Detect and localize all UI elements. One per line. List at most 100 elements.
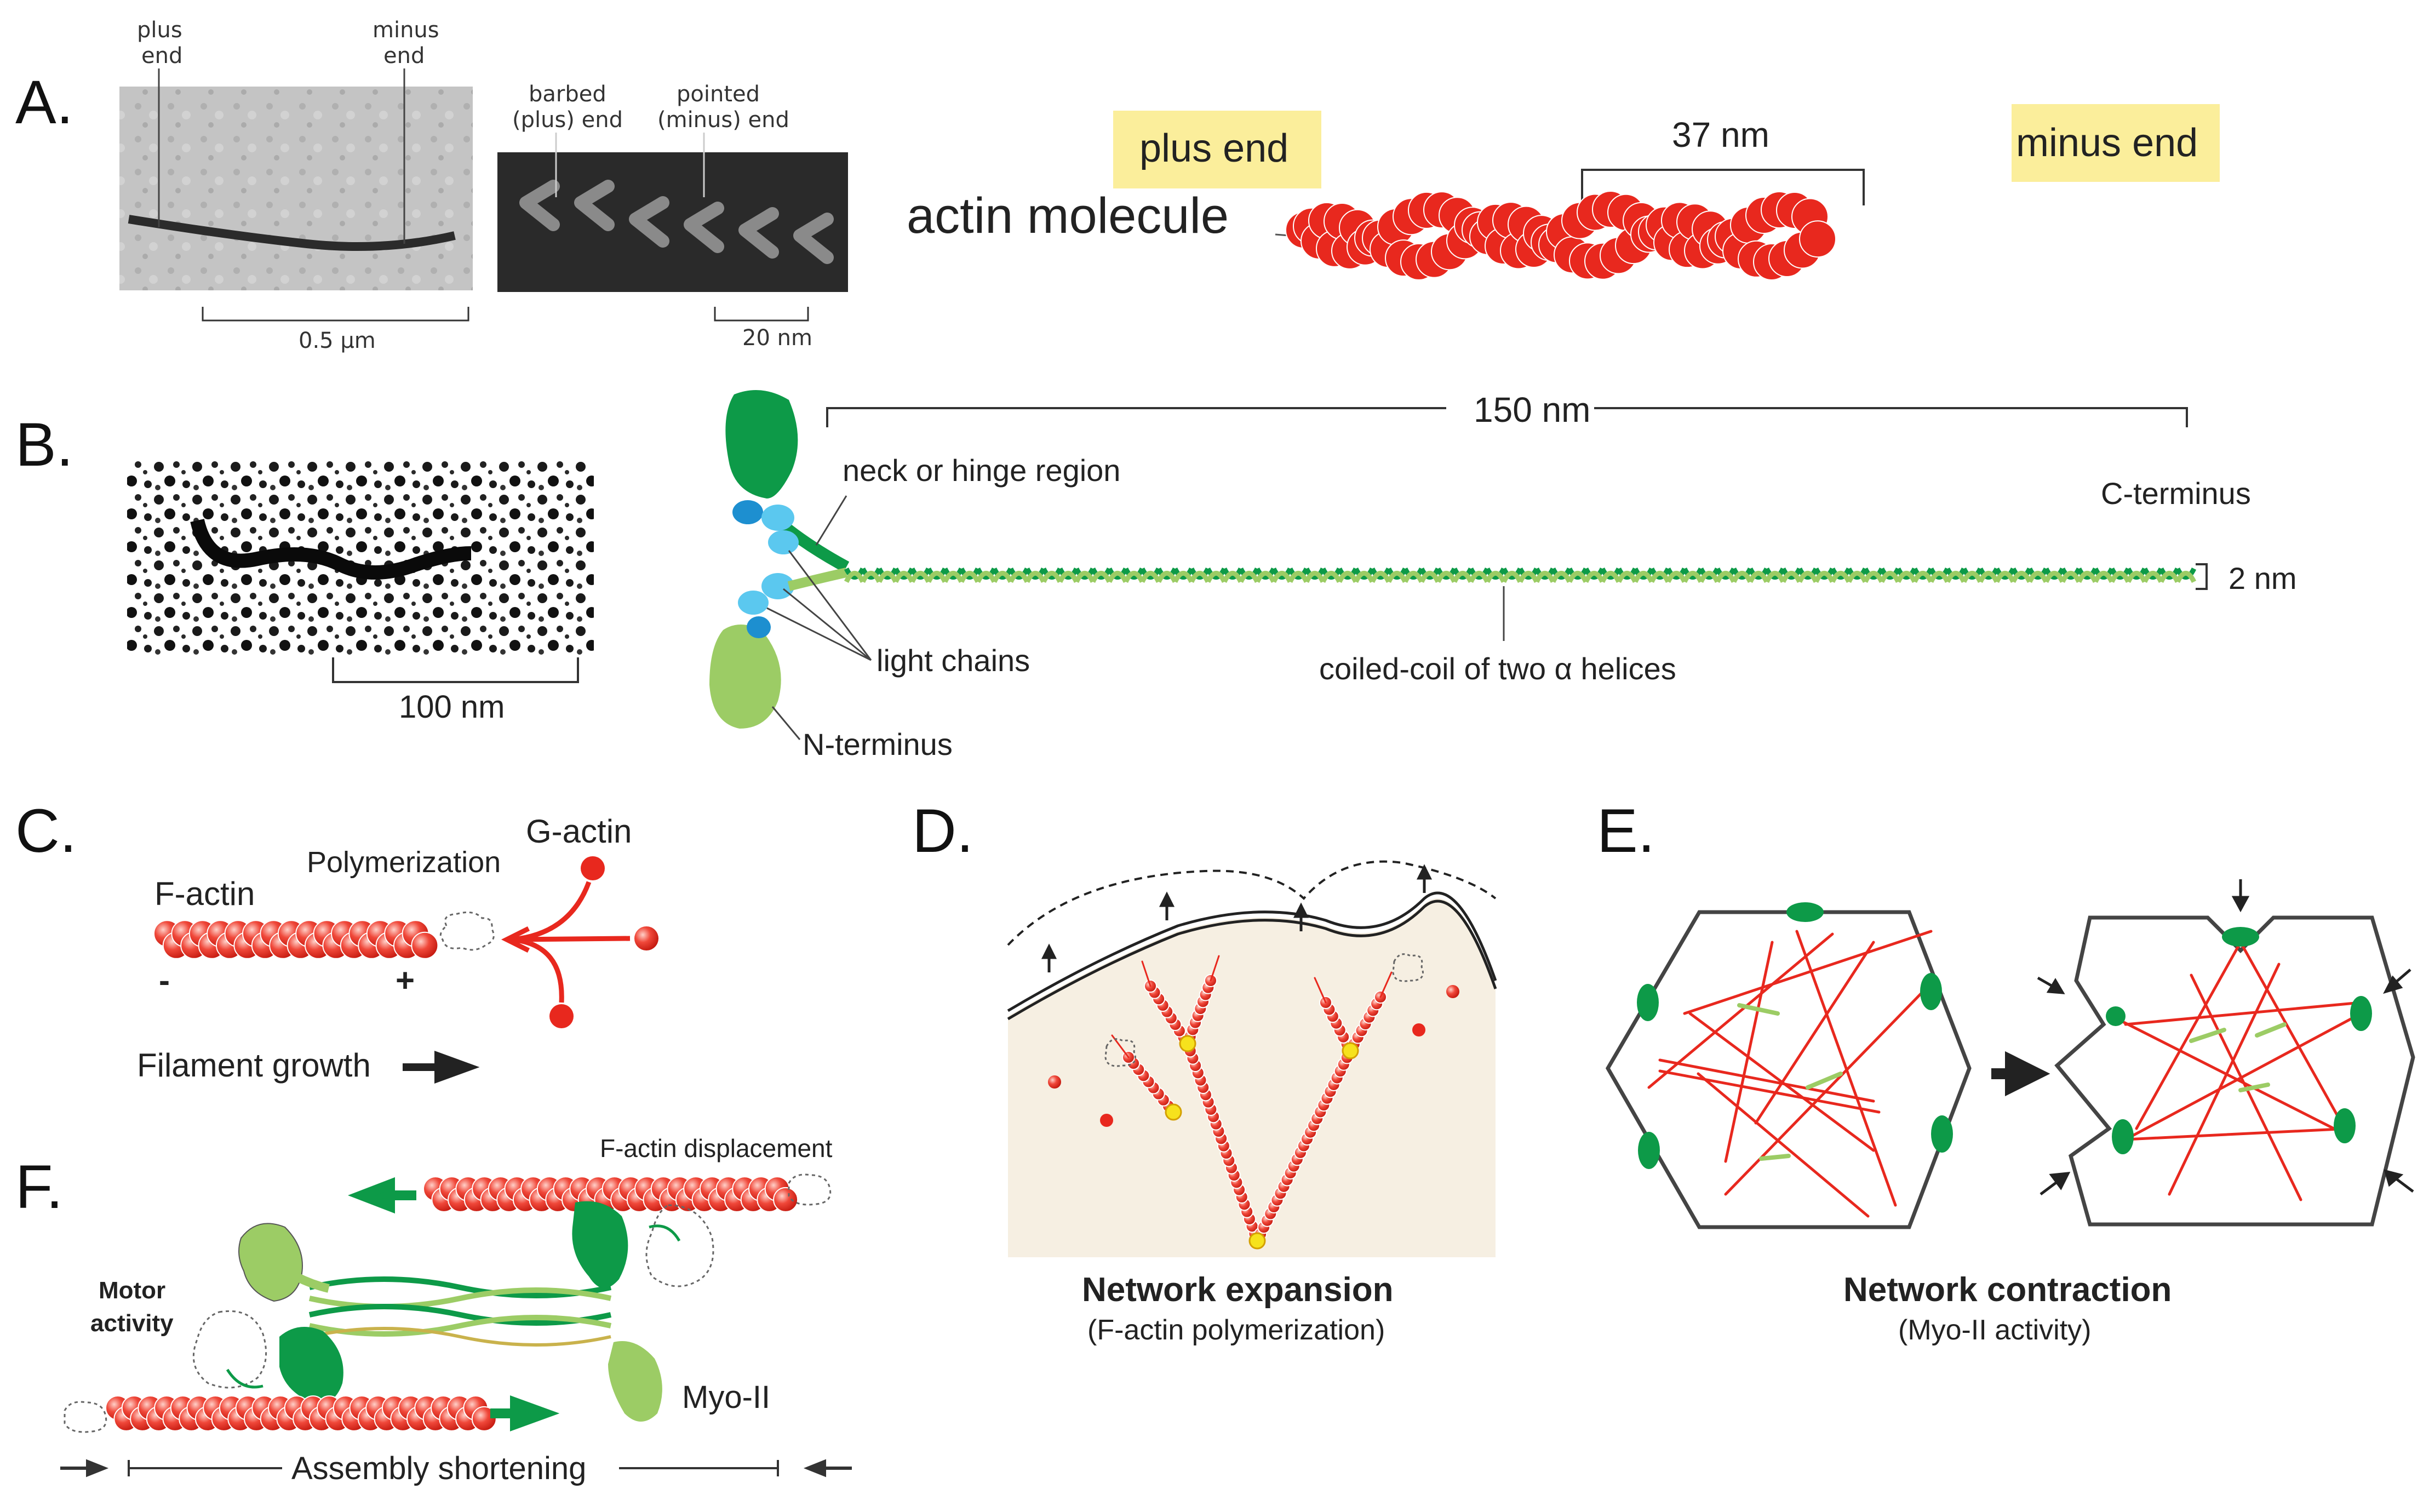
label-light-chains: light chains — [876, 643, 1030, 678]
arrowhead-pattern — [519, 180, 834, 264]
actin-filament-helix — [1285, 191, 1836, 280]
label-filament-growth: Filament growth — [137, 1047, 371, 1084]
light-chain-3 — [768, 530, 799, 554]
anchor-4 — [1638, 1132, 1660, 1169]
ghost-monomer-d2 — [1392, 953, 1424, 982]
ghost-head-top — [645, 1204, 714, 1287]
myosin-minifilament — [1806, 1072, 1843, 1090]
curved-arrow-top — [649, 1224, 681, 1242]
panel-d: Network expansion (F-actin polymerizatio… — [1007, 860, 1497, 1346]
panel-label-b: B. — [15, 410, 73, 479]
myosin-minifilament — [1737, 1003, 1780, 1016]
label-motor-line2: activity — [90, 1310, 174, 1337]
panel-b: 100 nm 150 nm neck or hinge region C-ter… — [127, 390, 2297, 761]
scale-bar-20nm — [714, 307, 809, 322]
panel-label-e: E. — [1597, 797, 1655, 865]
actin-fiber — [2124, 1127, 2352, 1141]
ghost-actin-bottom — [64, 1401, 107, 1433]
membrane-outer — [1007, 891, 1497, 1012]
em-myosin-molecule — [190, 518, 472, 580]
label-minus-end-line2: end — [383, 43, 425, 68]
label-barbed-line1: barbed — [529, 82, 606, 107]
repeat-bracket — [1581, 169, 1865, 205]
pointer-lc-a — [788, 550, 872, 661]
arrow-right-icon — [490, 1395, 560, 1431]
label-minus-end: minus end — [2016, 121, 2198, 165]
label-minus-end-line1: minus — [373, 18, 439, 43]
actin-fiber — [2116, 1017, 2346, 1136]
actin-fiber — [1658, 1058, 1875, 1103]
coiled-coil-tail — [844, 567, 2197, 583]
panel-label-f: F. — [15, 1153, 63, 1221]
growth-arrow — [1314, 977, 1327, 1004]
label-motor-line1: Motor — [99, 1277, 165, 1304]
title-network-expansion: Network expansion — [1082, 1271, 1393, 1309]
label-minus-sign: - — [159, 962, 170, 999]
compression-arrows — [2037, 879, 2414, 1195]
helix-strand-light — [2175, 571, 2197, 583]
anchor-c3 — [2350, 996, 2372, 1031]
g-actin-monomer-top — [581, 856, 605, 880]
actin-fiber — [2135, 941, 2242, 1130]
ghost-head-bottom — [192, 1310, 267, 1389]
label-myo-ii: Myo-II — [682, 1379, 770, 1415]
panel-a: plus end minus end 0.5 μm barbed (plus) … — [119, 18, 2220, 353]
f-actin-filament-c — [153, 920, 439, 959]
anchor-c2 — [2106, 1006, 2126, 1026]
myosin-head-f1 — [238, 1223, 303, 1302]
label-assembly-shortening: Assembly shortening — [291, 1451, 586, 1486]
label-barbed-line2: (plus) end — [512, 107, 623, 133]
highlight-plus-end — [1113, 111, 1321, 188]
label-plus-end-line1: plus — [137, 18, 182, 43]
myosin-bipolar-filament — [308, 1276, 612, 1347]
scale-bar-0-5um — [202, 307, 469, 322]
label-coiled-coil: coiled-coil of two α helices — [1319, 651, 1676, 686]
label-f-actin: F-actin — [154, 875, 255, 912]
em-micrograph-filament — [119, 87, 473, 290]
shortening-bar — [128, 1460, 779, 1476]
label-c-terminus: C-terminus — [2101, 476, 2251, 511]
bracket-2nm — [2196, 563, 2208, 590]
actin-subunit — [1799, 220, 1836, 258]
title-network-contraction: Network contraction — [1843, 1271, 2172, 1309]
arrow-right-icon — [60, 1459, 109, 1477]
pointer-lc-b — [783, 588, 872, 661]
scale-label-20nm: 20 nm — [742, 325, 812, 351]
anchor-c1 — [2222, 927, 2259, 947]
cell-relaxed — [1605, 910, 1972, 1229]
myosin-head-f3 — [279, 1327, 343, 1404]
membrane-future — [1007, 860, 1497, 946]
pointer-lc-c — [766, 607, 872, 661]
arp23-node-3 — [1342, 1042, 1359, 1059]
label-37nm: 37 nm — [1672, 115, 1769, 154]
myosin-minifilament — [1759, 1154, 1791, 1161]
polymerization-arrow — [501, 881, 631, 1003]
light-chain-6 — [747, 616, 771, 638]
label-150nm: 150 nm — [1474, 390, 1590, 429]
arp23-node-1 — [1179, 1035, 1196, 1052]
actin-network-contracted — [2116, 941, 2363, 1201]
light-chain-4 — [738, 591, 769, 615]
scale-label-0-5um: 0.5 μm — [299, 328, 376, 353]
myosin-head-f4 — [608, 1341, 662, 1422]
panel-e: Network contraction (Myo-II activity) — [1605, 879, 2415, 1346]
myosin-neck-dark — [780, 521, 850, 572]
actin-fiber — [2168, 963, 2281, 1196]
scale-label-100nm: 100 nm — [399, 689, 505, 725]
actin-subunit — [773, 1187, 799, 1212]
actin-fiber — [1647, 932, 1834, 1089]
actin-fiber — [2239, 941, 2346, 1130]
label-f-actin-displacement: F-actin displacement — [600, 1134, 833, 1162]
pointer-n-terminus — [771, 706, 801, 740]
em-micrograph-myosin — [127, 459, 594, 655]
label-actin-molecule: actin molecule — [907, 188, 1229, 244]
panel-label-c: C. — [15, 797, 77, 865]
curved-arrow-bottom — [226, 1368, 263, 1389]
myosin-head-dark — [725, 390, 798, 499]
cell-interior — [1008, 898, 1496, 1257]
actin-subunit — [471, 1406, 497, 1431]
label-n-terminus: N-terminus — [803, 727, 953, 761]
myosin-minifilament — [2238, 1083, 2270, 1092]
light-chain-5 — [761, 573, 794, 599]
